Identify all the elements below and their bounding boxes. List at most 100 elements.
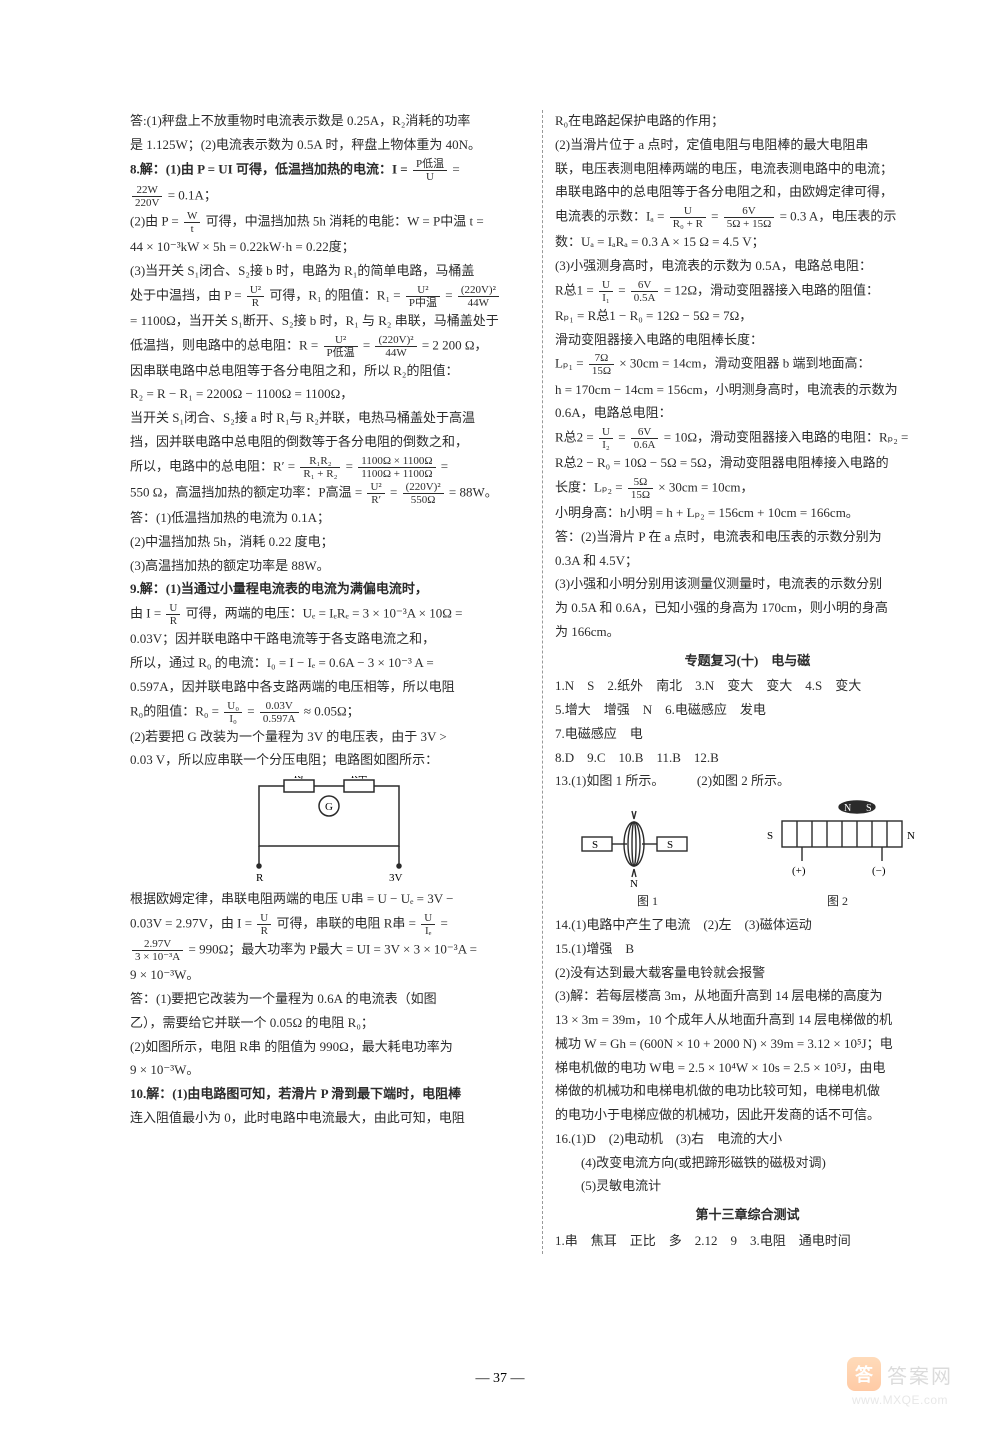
text-line: 1.串 焦耳 正比 多 2.12 9 3.电阻 通电时间 xyxy=(555,1230,940,1253)
text-line: 滑动变阻器接入电路的电阻棒长度： xyxy=(555,329,940,352)
figure-row-13: S S N 图 1 xyxy=(555,799,940,912)
watermark-logo-icon: 答 xyxy=(847,1357,881,1391)
text-line: (2)没有达到最大载客量电铃就会报警 xyxy=(555,962,940,985)
text-line: 13 × 3m = 39m，10 个成年人从地面升高到 14 层电梯做的机 xyxy=(555,1009,940,1032)
svg-text:(−): (−) xyxy=(872,865,886,877)
text-line: 550 Ω，高温挡加热的额定功率：P高温 = U²R′ = (220V)²550… xyxy=(130,481,528,506)
text-line: 当开关 S₁闭合、S₂接 a 时 R₁与 R₂并联，电热马桶盖处于高温 xyxy=(130,407,528,430)
text-line: (5)灵敏电流计 xyxy=(555,1175,940,1198)
text-line: 0.03 V，所以应串联一个分压电阻；电路图如图所示： xyxy=(130,749,528,772)
watermark-url: www.MXQE.com xyxy=(852,1393,948,1407)
text-line: 乙），需要给它并联一个 0.05Ω 的电阻 R₀； xyxy=(130,1012,528,1035)
text-line: 0.6A，电路总电阻： xyxy=(555,402,940,425)
text-line: 9 × 10⁻³W。 xyxy=(130,964,528,987)
text-line: h = 170cm − 14cm = 156cm，小明测身高时，电流表的示数为 xyxy=(555,379,940,402)
text-line: (3)当开关 S₁闭合、S₂接 b 时，电路为 R₁的简单电路，马桶盖 xyxy=(130,260,528,283)
text-line: R总2 − R₀ = 10Ω − 5Ω = 5Ω，滑动变阻器电阻棒接入电路的 xyxy=(555,452,940,475)
text-line: 根据欧姆定律，串联电阻两端的电压 U串 = U − Uₑ = 3V − xyxy=(130,888,528,911)
text-line: (4)改变电流方向(或把蹄形磁铁的磁极对调) xyxy=(555,1152,940,1175)
text-line: 因串联电路中总电阻等于各分电阻之和，所以 R₂的阻值： xyxy=(130,360,528,383)
svg-text:N: N xyxy=(844,803,851,814)
text-line: Rₚ₁ = R总1 − R₀ = 12Ω − 5Ω = 7Ω， xyxy=(555,305,940,328)
figure-2: N S S N (+) (−) 图 2 xyxy=(752,799,922,912)
svg-text:S: S xyxy=(767,830,773,842)
text-line: R总2 = UI₂ = 6V0.6A = 10Ω，滑动变阻器接入电路的电阻：Rₚ… xyxy=(555,426,940,451)
figure-1-caption: 图 1 xyxy=(637,891,658,912)
text-line: 连入阻值最小为 0，此时电路中电流最大，由此可知，电阻 xyxy=(130,1107,528,1130)
text-line: 为 166cm。 xyxy=(555,621,940,644)
text-line: 10.解：(1)由电路图可知，若滑片 P 滑到最下端时，电阻棒 xyxy=(130,1083,528,1106)
text-line: Lₚ₁ = 7Ω15Ω × 30cm = 14cm，滑动变阻器 b 端到地面高： xyxy=(555,352,940,377)
text-line: 答:(1)秤盘上不放重物时电流表示数是 0.25A，R₂消耗的功率 xyxy=(130,110,528,133)
text-line: 9 × 10⁻³W。 xyxy=(130,1059,528,1082)
circuit-figure-1: Rₑ R串 G R 3V xyxy=(229,776,429,886)
text-line: R₀的阻值：R₀ = U₀I₀ = 0.03V0.597A ≈ 0.05Ω； xyxy=(130,700,528,725)
text-line: 22W220V = 0.1A； xyxy=(130,184,528,209)
text-line: (2)如图所示，电阻 R串 的阻值为 990Ω，最大耗电功率为 xyxy=(130,1036,528,1059)
svg-text:3V: 3V xyxy=(389,872,403,884)
text-line: (2)当滑片位于 a 点时，定值电阻与电阻棒的最大电阻串 xyxy=(555,134,940,157)
text-line: 答：(1)低温挡加热的电流为 0.1A； xyxy=(130,507,528,530)
text-line: 为 0.5A 和 0.6A，已知小强的身高为 170cm，则小明的身高 xyxy=(555,597,940,620)
text-line: 2.97V3 × 10⁻³A = 990Ω；最大功率为 P最大 = UI = 3… xyxy=(130,938,528,963)
text-line: 15.(1)增强 B xyxy=(555,938,940,961)
text-line: R₀在电路起保护电路的作用； xyxy=(555,110,940,133)
text-line: 由 I = UR 可得，两端的电压：Uₑ = IₑRₑ = 3 × 10⁻³A … xyxy=(130,602,528,627)
text-line: 所以，电路中的总电阻：R′ = R₁R₂R₁ + R₂ = 1100Ω × 11… xyxy=(130,455,528,480)
text-line: R总1 = UI₁ = 6V0.5A = 12Ω，滑动变阻器接入电路的阻值： xyxy=(555,279,940,304)
text-line: 处于中温挡，由 P = U²R 可得，R₁ 的阻值：R₁ = U²P中温 = (… xyxy=(130,284,528,309)
text-line: 9.解：(1)当通过小量程电流表的电流为满偏电流时， xyxy=(130,578,528,601)
text-line: 联，电压表测电阻棒两端的电压，电流表测电路中的电流； xyxy=(555,158,940,181)
svg-text:N: N xyxy=(630,878,638,889)
svg-text:N: N xyxy=(907,830,915,842)
svg-text:R: R xyxy=(256,872,264,884)
svg-text:R串: R串 xyxy=(351,776,368,781)
svg-text:(+): (+) xyxy=(792,865,806,877)
text-line: 1.N S 2.纸外 南北 3.N 变大 变大 4.S 变大 xyxy=(555,675,940,698)
text-line: 长度：Lₚ₂ = 5Ω15Ω × 30cm = 10cm， xyxy=(555,476,940,501)
q8-head: 8.解：(1)由 P = UI 可得，低温挡加热的电流：I = xyxy=(130,161,411,176)
text-line: 小明身高：h小明 = h + Lₚ₂ = 156cm + 10cm = 166c… xyxy=(555,502,940,525)
text-line: 0.03V；因并联电路中干路电流等于各支路电流之和， xyxy=(130,628,528,651)
figure-2-caption: 图 2 xyxy=(827,891,848,912)
text-line: (2)若要把 G 改装为一个量程为 3V 的电压表，由于 3V > xyxy=(130,726,528,749)
text-line: 8.D 9.C 10.B 11.B 12.B xyxy=(555,747,940,770)
text-line: 13.(1)如图 1 所示。 (2)如图 2 所示。 xyxy=(555,770,940,793)
svg-text:G: G xyxy=(325,801,333,813)
section-title-10: 专题复习(十) 电与磁 xyxy=(555,650,940,673)
text-line: 梯做的机械功和电梯电机做的电功比较可知，电梯电机做 xyxy=(555,1080,940,1103)
text-line: 44 × 10⁻³kW × 5h = 0.22kW·h = 0.22度； xyxy=(130,236,528,259)
text-line: 所以，通过 R₀ 的电流：I₀ = I − Iₑ = 0.6A − 3 × 10… xyxy=(130,652,528,675)
svg-text:S: S xyxy=(866,803,872,814)
text-line: (2)中温挡加热 5h，消耗 0.22 度电； xyxy=(130,531,528,554)
text-line: 串联电路中的总电阻等于各分电阻之和，由欧姆定律可得， xyxy=(555,181,940,204)
text-line: 数：Uₐ = IₐRₐ = 0.3 A × 15 Ω = 4.5 V； xyxy=(555,231,940,254)
right-column: R₀在电路起保护电路的作用； (2)当滑片位于 a 点时，定值电阻与电阻棒的最大… xyxy=(542,110,940,1254)
text-line: 0.3A 和 4.5V； xyxy=(555,550,940,573)
text-line: 械功 W = Gh = (600N × 10 + 2000 N) × 39m =… xyxy=(555,1033,940,1056)
text-line: 低温挡，则电路中的总电阻：R = U²P低温 = (220V)²44W = 2 … xyxy=(130,334,528,359)
svg-text:S: S xyxy=(592,839,598,851)
watermark-text: 答案网 xyxy=(887,1360,953,1389)
text-line: 8.解：(1)由 P = UI 可得，低温挡加热的电流：I = P低温U = xyxy=(130,158,528,183)
left-column: 答:(1)秤盘上不放重物时电流表示数是 0.25A，R₂消耗的功率 是 1.12… xyxy=(130,110,528,1254)
text-line: 是 1.125W；(2)电流表示数为 0.5A 时，秤盘上物体重为 40N。 xyxy=(130,134,528,157)
text-line: 16.(1)D (2)电动机 (3)右 电流的大小 xyxy=(555,1128,940,1151)
text-line: 电流表的示数：Iₐ = UR₀ + R = 6V5Ω + 15Ω = 0.3 A… xyxy=(555,205,940,230)
text-line: 答：(1)要把它改装为一个量程为 0.6A 的电流表（如图 xyxy=(130,988,528,1011)
svg-text:Rₑ: Rₑ xyxy=(294,776,304,781)
section-title-13: 第十三章综合测试 xyxy=(555,1204,940,1227)
text-line: 答：(2)当滑片 P 在 a 点时，电流表和电压表的示数分别为 xyxy=(555,526,940,549)
text-line: (2)由 P = Wt 可得，中温挡加热 5h 消耗的电能：W = P中温 t … xyxy=(130,210,528,235)
figure-1: S S N 图 1 xyxy=(572,799,722,912)
text-line: 梯电机做的电功 W电 = 2.5 × 10⁴W × 10s = 2.5 × 10… xyxy=(555,1057,940,1080)
text-line: (3)高温挡加热的额定功率是 88W。 xyxy=(130,555,528,578)
text-line: 挡，因并联电路中总电阻的倒数等于各分电阻的倒数之和， xyxy=(130,431,528,454)
svg-text:S: S xyxy=(667,839,673,851)
text-line: = 1100Ω，当开关 S₁断开、S₂接 b 时，R₁ 与 R₂ 串联，马桶盖处… xyxy=(130,310,528,333)
text-line: 0.03V = 2.97V，由 I = UR 可得，串联的电阻 R串 = UIₑ… xyxy=(130,912,528,937)
watermark: 答 答案网 www.MXQE.com xyxy=(830,1347,970,1417)
text-line: (3)小强测身高时，电流表的示数为 0.5A，电路总电阻： xyxy=(555,255,940,278)
text-line: 14.(1)电路中产生了电流 (2)左 (3)磁体运动 xyxy=(555,914,940,937)
text-line: (3)小强和小明分别用该测量仪测量时，电流表的示数分别 xyxy=(555,573,940,596)
